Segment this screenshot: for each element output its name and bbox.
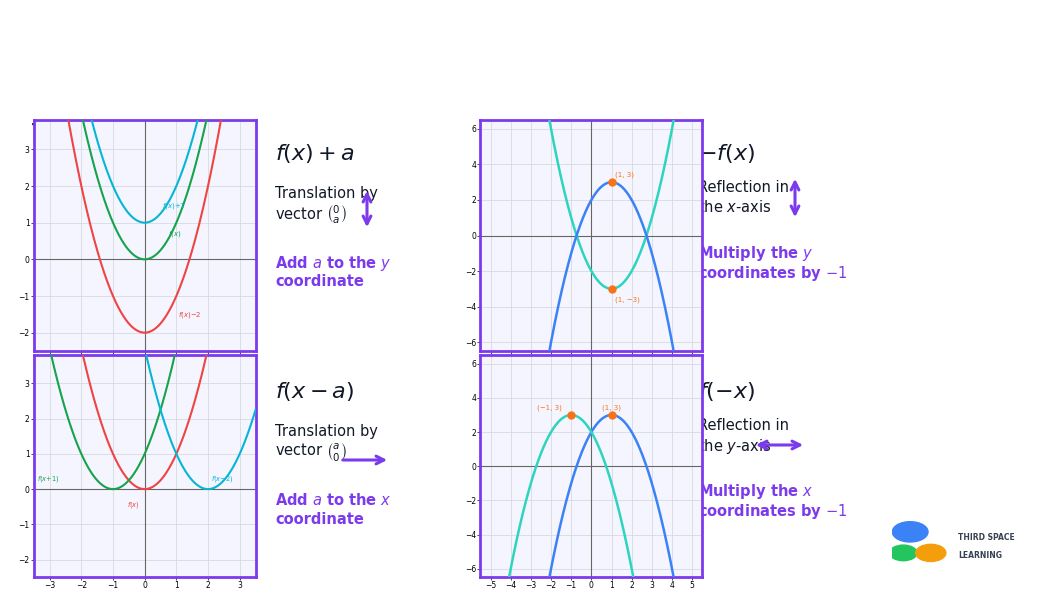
Text: Translations: Translations bbox=[32, 122, 155, 140]
Text: (1, 3): (1, 3) bbox=[615, 172, 634, 178]
Text: the $x$-axis: the $x$-axis bbox=[698, 199, 771, 215]
Text: vector $\binom{a}{0}$: vector $\binom{a}{0}$ bbox=[275, 442, 347, 464]
Text: THIRD SPACE: THIRD SPACE bbox=[958, 533, 1015, 542]
Text: coordinate: coordinate bbox=[275, 512, 364, 527]
Circle shape bbox=[916, 544, 946, 562]
Circle shape bbox=[892, 521, 928, 542]
Text: Add $a$ to the $x$: Add $a$ to the $x$ bbox=[275, 492, 392, 508]
Text: $f(x - a)$: $f(x - a)$ bbox=[275, 380, 355, 403]
Text: $f(x) + a$: $f(x) + a$ bbox=[275, 142, 355, 165]
Circle shape bbox=[889, 545, 917, 560]
Text: Multiply the $x$: Multiply the $x$ bbox=[698, 482, 813, 501]
Text: Graph Transformations: Graph Transformations bbox=[26, 37, 529, 75]
Text: $f(x){+}1$: $f(x){+}1$ bbox=[163, 201, 186, 211]
Text: coordinates by $-1$: coordinates by $-1$ bbox=[698, 502, 848, 521]
Text: $-f(x)$: $-f(x)$ bbox=[698, 142, 755, 165]
Text: Translation by: Translation by bbox=[275, 186, 378, 201]
Text: (1, −3): (1, −3) bbox=[615, 296, 640, 303]
Text: coordinates by $-1$: coordinates by $-1$ bbox=[698, 264, 848, 283]
Text: Reflection in: Reflection in bbox=[698, 180, 789, 195]
Text: (−1, 3): (−1, 3) bbox=[536, 405, 562, 412]
Text: Add $a$ to the $y$: Add $a$ to the $y$ bbox=[275, 254, 392, 273]
Text: $f(x)$: $f(x)$ bbox=[169, 229, 182, 239]
Text: Translation by: Translation by bbox=[275, 424, 378, 439]
Text: (1, 3): (1, 3) bbox=[602, 405, 621, 412]
Text: Reflection in: Reflection in bbox=[698, 418, 789, 433]
Text: $f(x{+}1)$: $f(x{+}1)$ bbox=[37, 474, 59, 484]
Text: Multiply the $y$: Multiply the $y$ bbox=[698, 244, 813, 263]
Text: LEARNING: LEARNING bbox=[958, 551, 1002, 560]
Text: $f(x{-}2)$: $f(x{-}2)$ bbox=[211, 474, 233, 484]
Text: $f(x){-}2$: $f(x){-}2$ bbox=[177, 310, 202, 320]
Text: the $y$-axis: the $y$-axis bbox=[698, 437, 771, 456]
Text: $f(x)$: $f(x)$ bbox=[127, 500, 140, 510]
Text: coordinate: coordinate bbox=[275, 274, 364, 289]
Text: $f(-x)$: $f(-x)$ bbox=[698, 380, 755, 403]
Text: Reflections: Reflections bbox=[496, 122, 609, 140]
Text: vector $\binom{0}{a}$: vector $\binom{0}{a}$ bbox=[275, 204, 347, 226]
